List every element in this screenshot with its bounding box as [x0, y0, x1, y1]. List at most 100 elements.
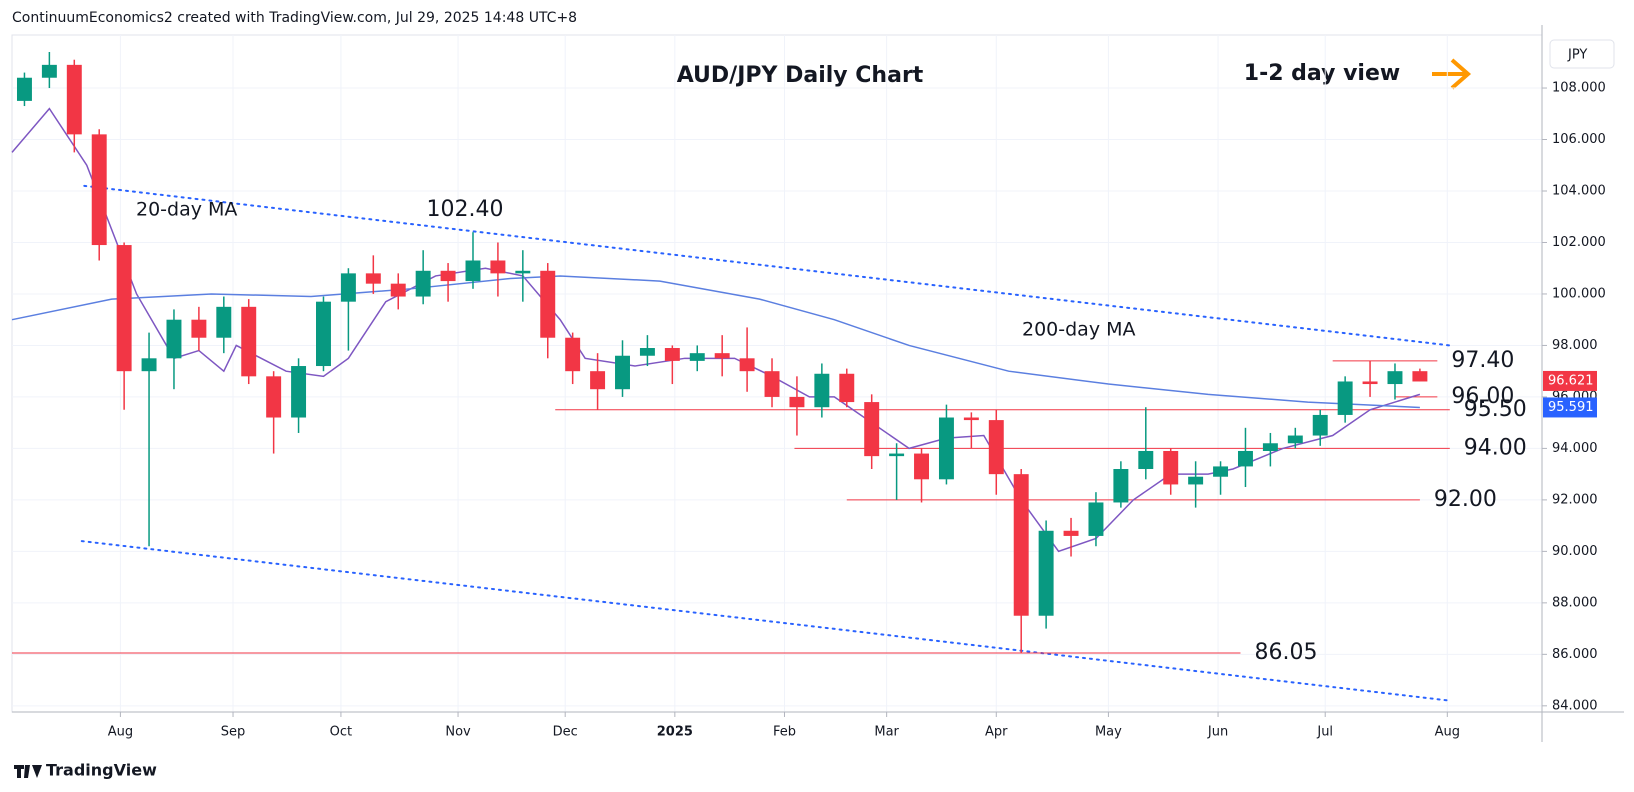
- candle-body: [988, 420, 1004, 475]
- candle-body: [365, 273, 381, 284]
- view-label: 1-2 day view: [1244, 61, 1400, 86]
- y-tick-label: 102.000: [1552, 235, 1606, 250]
- candle-body: [490, 260, 506, 274]
- currency-box: [1549, 39, 1615, 69]
- candle-body: [316, 301, 331, 367]
- y-tick-label: 94.000: [1552, 441, 1598, 456]
- candle-body: [515, 270, 531, 274]
- candle-body: [241, 306, 257, 377]
- brand: TradingView: [46, 761, 157, 780]
- candle-body: [714, 353, 730, 359]
- candle-body: [1362, 381, 1378, 385]
- level-label: 94.00: [1464, 435, 1527, 460]
- price-tag-label: 95.591: [1548, 400, 1594, 415]
- y-tick-label: 106.000: [1552, 132, 1606, 147]
- candle-body: [1387, 371, 1403, 385]
- candle-body: [440, 270, 456, 282]
- x-tick-label: Jun: [1207, 725, 1228, 740]
- candle-body: [465, 260, 481, 282]
- candle-body: [914, 453, 930, 480]
- arrow-icon: [1432, 58, 1472, 90]
- candle-body: [1088, 502, 1104, 536]
- y-tick-label: 98.000: [1552, 338, 1598, 353]
- high-label: 102.40: [427, 197, 504, 222]
- candle-body: [91, 134, 107, 246]
- x-tick-label: Oct: [330, 725, 352, 740]
- candle-body: [1213, 466, 1229, 477]
- x-tick-label: Nov: [445, 725, 471, 740]
- candle-body: [1412, 371, 1428, 382]
- x-tick-label: Aug: [1435, 725, 1460, 740]
- trend-line: [80, 540, 1451, 702]
- price-tag: [1543, 397, 1597, 418]
- y-tick-label: 90.000: [1552, 544, 1598, 559]
- level-label: 96.00: [1451, 384, 1514, 409]
- candle-body: [191, 319, 207, 338]
- candle-body: [1188, 476, 1204, 485]
- candle-body: [1038, 530, 1054, 616]
- y-tick-label: 104.000: [1552, 183, 1606, 198]
- candle-body: [615, 355, 630, 390]
- x-tick-label: Dec: [553, 725, 578, 740]
- candle-body: [1237, 450, 1253, 467]
- x-tick-label: Jul: [1316, 725, 1333, 740]
- candle-body: [739, 358, 755, 372]
- level-label: 86.05: [1254, 640, 1317, 665]
- candle-body: [1013, 474, 1029, 616]
- candle-body: [1262, 443, 1278, 451]
- x-tick-label: Sep: [221, 725, 246, 740]
- candle-body: [1138, 450, 1154, 470]
- candle-body: [166, 319, 182, 359]
- x-tick-label: Feb: [773, 725, 796, 740]
- ma-label: 20-day MA: [136, 199, 237, 221]
- candle-body: [938, 417, 954, 480]
- candle-body: [41, 64, 57, 78]
- candle-body: [1163, 450, 1179, 485]
- y-tick-label: 84.000: [1552, 698, 1598, 713]
- header: ContinuumEconomics2 created with Trading…: [12, 10, 577, 26]
- candle-body: [590, 371, 606, 390]
- candle-body: [639, 348, 655, 356]
- candle-body: [390, 283, 406, 297]
- candle-body: [66, 64, 82, 135]
- candle-body: [116, 245, 132, 372]
- candle-body: [291, 366, 307, 418]
- x-tick-label: 2025: [657, 725, 693, 740]
- candle-body: [764, 371, 780, 397]
- x-tick-label: Apr: [985, 725, 1008, 740]
- ma-line: [11, 275, 1420, 409]
- ma-label: 200-day MA: [1022, 319, 1136, 341]
- y-tick-label: 92.000: [1552, 492, 1598, 507]
- candle-body: [889, 453, 905, 457]
- candle-body: [789, 396, 805, 408]
- candle-body: [689, 353, 705, 361]
- candle-body: [415, 270, 431, 297]
- candle-body: [864, 402, 880, 457]
- candle-body: [16, 77, 32, 101]
- price-tag-label: 96.621: [1548, 373, 1594, 388]
- candle-body: [1113, 469, 1129, 503]
- candle-body: [540, 270, 556, 338]
- level-label: 97.40: [1451, 348, 1514, 373]
- y-tick-label: 88.000: [1552, 595, 1598, 610]
- candle-body: [216, 306, 232, 338]
- y-tick-label: 100.000: [1552, 286, 1606, 301]
- y-tick-label: 108.000: [1552, 81, 1606, 96]
- trend-line: [83, 184, 1451, 347]
- candle-body: [340, 273, 356, 302]
- candle-body: [1312, 414, 1328, 436]
- candle-body: [266, 376, 282, 418]
- brand-logo: [14, 765, 42, 778]
- candle-body: [664, 348, 680, 361]
- candle-body: [1287, 435, 1303, 444]
- level-label: 95.50: [1464, 397, 1527, 422]
- candle-body: [963, 417, 979, 421]
- price-tag: [1543, 370, 1597, 391]
- candle-body: [1337, 381, 1353, 415]
- chart-title: AUD/JPY Daily Chart: [677, 63, 924, 88]
- x-tick-label: Mar: [874, 725, 899, 740]
- candle-body: [1063, 530, 1079, 536]
- level-label: 92.00: [1434, 487, 1497, 512]
